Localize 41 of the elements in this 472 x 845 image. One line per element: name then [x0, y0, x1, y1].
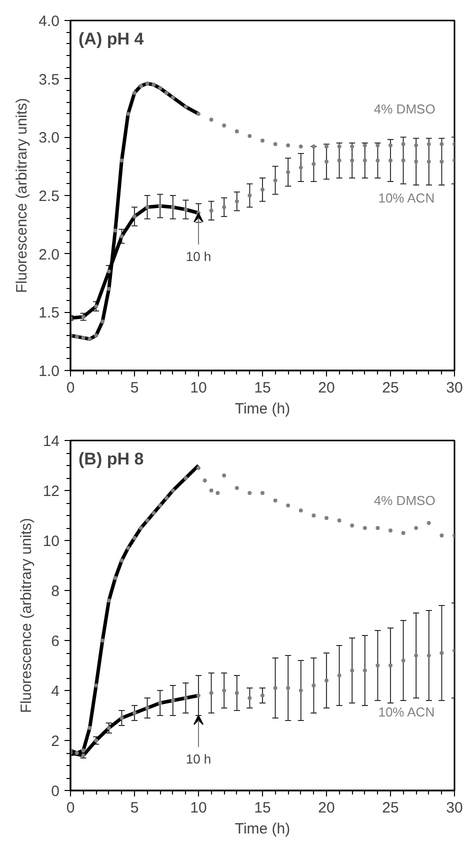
y-tick-label: 3.5 — [38, 71, 60, 88]
y-axis-title: Fluorescence (arbitrary units) — [14, 98, 31, 294]
y-tick-label: 2.0 — [38, 246, 60, 264]
x-tick-label: 25 — [382, 800, 399, 816]
x-tick-label: 15 — [254, 380, 271, 396]
x-tick-label: 20 — [318, 800, 335, 816]
y-tick-label: 2 — [51, 733, 60, 750]
text: 4% DMSO — [374, 102, 436, 117]
x-axis-title: Time (h) — [234, 820, 290, 838]
y-tick-label: 2.5 — [38, 188, 60, 205]
text: (B) pH 8 — [78, 450, 144, 468]
y-tick-label: 0 — [51, 783, 60, 800]
x-tick-label: 25 — [382, 380, 399, 396]
x-tick-label: 30 — [446, 380, 463, 396]
x-tick-label: 10 — [190, 380, 207, 396]
y-tick-label: 1.0 — [38, 363, 60, 380]
y-tick-label: 14 — [42, 433, 60, 450]
text: (A) pH 4 — [78, 30, 144, 48]
y-tick-label: 6 — [51, 633, 60, 650]
text: 10% ACN — [378, 704, 435, 720]
x-tick-label: 0 — [66, 800, 75, 816]
y-tick-label: 1.5 — [38, 304, 60, 322]
x-tick-label: 0 — [66, 380, 75, 396]
x-tick-label: 5 — [130, 800, 139, 816]
x-axis-title: Time (h) — [234, 400, 290, 418]
series-label: 4% DMSO — [374, 493, 436, 508]
x-tick-label: 30 — [446, 800, 463, 816]
y-tick-label: 8 — [51, 583, 60, 600]
y-axis-title: Fluorescence (arbitrary units) — [18, 518, 35, 714]
x-tick-label: 5 — [130, 380, 139, 396]
annotation: 10 h — [186, 249, 212, 264]
y-tick-label: 3.0 — [38, 130, 60, 147]
y-tick-label: 4.0 — [38, 13, 60, 30]
x-tick-label: 15 — [254, 800, 271, 816]
x-tick-label: 10 — [190, 800, 207, 816]
annotation: 10 h — [186, 752, 212, 766]
text: 10% ACN — [378, 190, 435, 206]
y-tick-label: 4 — [51, 683, 60, 700]
y-tick-label: 10 — [42, 533, 60, 550]
y-tick-label: 12 — [42, 483, 60, 500]
x-tick-label: 20 — [318, 380, 335, 396]
